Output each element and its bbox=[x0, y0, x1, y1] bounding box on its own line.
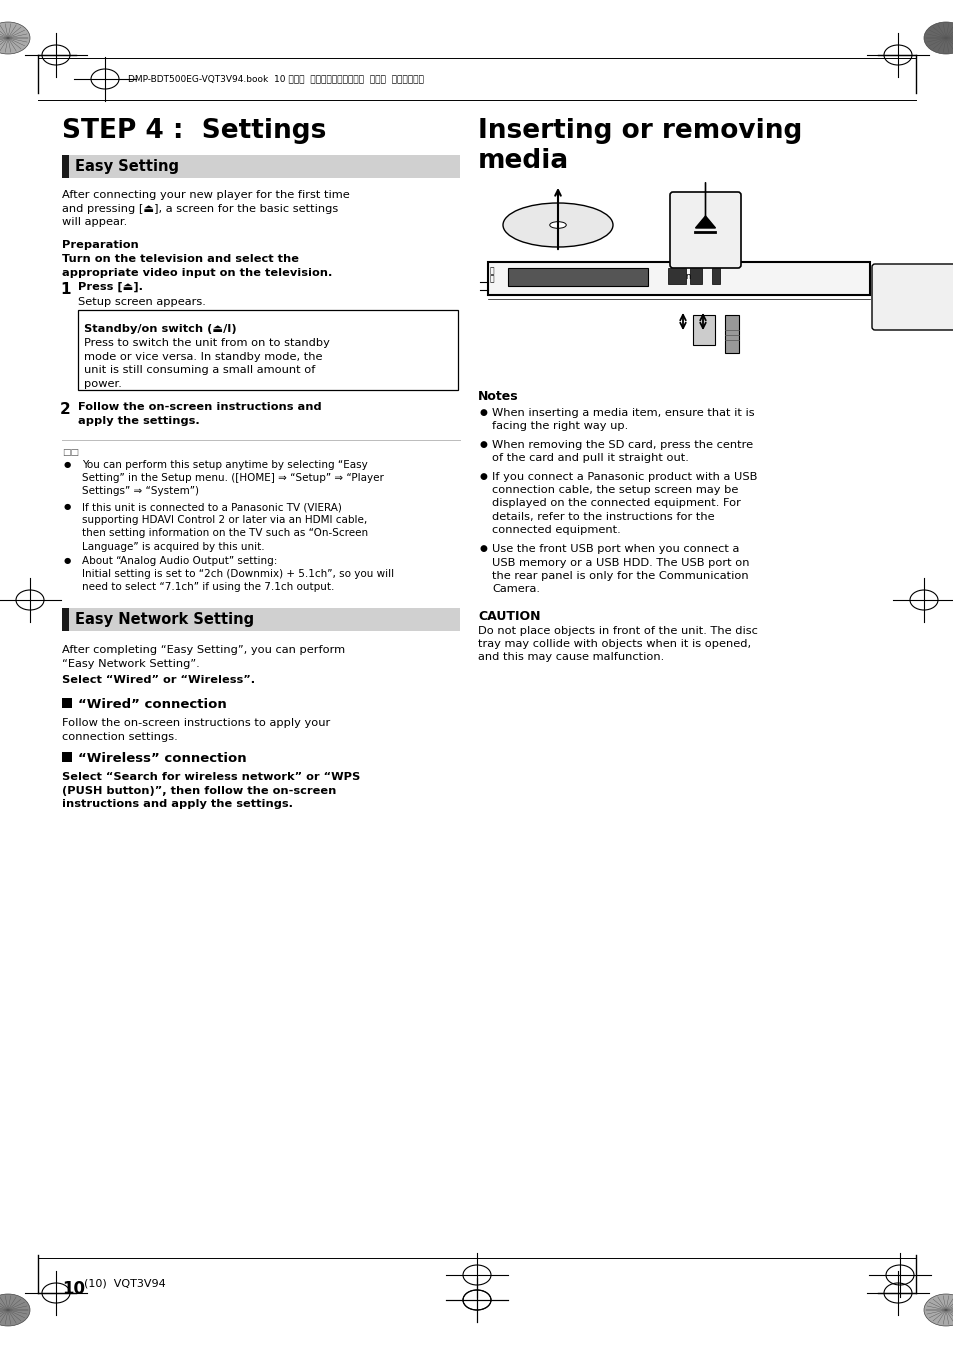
Bar bbox=[488, 262, 869, 295]
Text: If this unit is connected to a Panasonic TV (VIERA)
supporting HDAVI Control 2 o: If this unit is connected to a Panasonic… bbox=[82, 501, 368, 551]
Ellipse shape bbox=[923, 22, 953, 54]
Text: About “Analog Audio Output” setting:
Initial setting is set to “2ch (Downmix) + : About “Analog Audio Output” setting: Ini… bbox=[82, 555, 394, 592]
Text: Use the front USB port when you connect a
USB memory or a USB HDD. The USB port : Use the front USB port when you connect … bbox=[492, 545, 749, 594]
Bar bbox=[62, 698, 71, 708]
Text: Notes: Notes bbox=[477, 390, 518, 403]
Bar bbox=[507, 268, 647, 286]
Text: ●: ● bbox=[64, 460, 71, 469]
Text: When removing the SD card, press the centre
of the card and pull it straight out: When removing the SD card, press the cen… bbox=[492, 439, 752, 464]
Ellipse shape bbox=[0, 22, 30, 54]
Ellipse shape bbox=[502, 204, 613, 247]
Text: CAUTION: CAUTION bbox=[477, 609, 540, 623]
Text: Turn on the television and select the
appropriate video input on the television.: Turn on the television and select the ap… bbox=[62, 253, 332, 278]
Text: 1: 1 bbox=[60, 282, 71, 297]
FancyBboxPatch shape bbox=[871, 264, 953, 330]
Bar bbox=[724, 315, 739, 353]
Text: ィ: ィ bbox=[490, 274, 494, 283]
Text: テ: テ bbox=[490, 266, 494, 275]
Text: ●: ● bbox=[479, 545, 487, 554]
Text: ●: ● bbox=[64, 555, 71, 565]
Text: When inserting a media item, ensure that it is
facing the right way up.: When inserting a media item, ensure that… bbox=[492, 408, 754, 431]
Text: “Wireless” connection: “Wireless” connection bbox=[78, 752, 247, 766]
Text: Easy Setting: Easy Setting bbox=[75, 159, 179, 174]
Bar bbox=[667, 268, 685, 284]
Text: “Wired” connection: “Wired” connection bbox=[78, 698, 227, 710]
Text: You can perform this setup anytime by selecting “Easy
Setting” in the Setup menu: You can perform this setup anytime by se… bbox=[82, 460, 383, 496]
Text: ●: ● bbox=[479, 439, 487, 449]
Text: ●: ● bbox=[64, 501, 71, 511]
Ellipse shape bbox=[549, 221, 566, 228]
Text: If you connect a Panasonic product with a USB
connection cable, the setup screen: If you connect a Panasonic product with … bbox=[492, 472, 757, 535]
Bar bbox=[62, 608, 69, 631]
Text: Press to switch the unit from on to standby
mode or vice versa. In standby mode,: Press to switch the unit from on to stan… bbox=[84, 338, 330, 388]
Ellipse shape bbox=[0, 1294, 30, 1326]
Text: STEP 4 :  Settings: STEP 4 : Settings bbox=[62, 119, 326, 144]
Text: Follow the on-screen instructions and
apply the settings.: Follow the on-screen instructions and ap… bbox=[78, 402, 321, 426]
Bar bbox=[62, 155, 459, 178]
Text: Setup screen appears.: Setup screen appears. bbox=[78, 297, 206, 307]
Text: 10: 10 bbox=[62, 1281, 85, 1298]
Text: Preparation: Preparation bbox=[62, 240, 138, 249]
Polygon shape bbox=[695, 216, 715, 228]
Text: (10)  VQT3V94: (10) VQT3V94 bbox=[84, 1278, 166, 1287]
Text: Inserting or removing: Inserting or removing bbox=[477, 119, 801, 144]
Text: □□: □□ bbox=[62, 448, 79, 457]
Ellipse shape bbox=[923, 1294, 953, 1326]
Bar bbox=[62, 752, 71, 762]
Text: Easy Network Setting: Easy Network Setting bbox=[75, 612, 253, 627]
Bar bbox=[78, 310, 457, 390]
Text: 2: 2 bbox=[60, 402, 71, 417]
Text: Standby/on switch (⏏/I): Standby/on switch (⏏/I) bbox=[84, 324, 236, 334]
Text: ●: ● bbox=[479, 408, 487, 417]
Bar bbox=[62, 155, 69, 178]
FancyBboxPatch shape bbox=[669, 191, 740, 268]
Text: Select “Wired” or “Wireless”.: Select “Wired” or “Wireless”. bbox=[62, 675, 254, 685]
Bar bbox=[689, 268, 701, 284]
Bar bbox=[692, 315, 714, 345]
Text: Follow the on-screen instructions to apply your
connection settings.: Follow the on-screen instructions to app… bbox=[62, 718, 330, 741]
Text: Press [⏏].: Press [⏏]. bbox=[78, 282, 143, 293]
Text: ●: ● bbox=[479, 472, 487, 481]
Text: Do not place objects in front of the unit. The disc
tray may collide with object: Do not place objects in front of the uni… bbox=[477, 625, 757, 662]
Text: After connecting your new player for the first time
and pressing [⏏], a screen f: After connecting your new player for the… bbox=[62, 190, 350, 228]
Text: Select “Search for wireless network” or “WPS
(PUSH button)”, then follow the on-: Select “Search for wireless network” or … bbox=[62, 772, 360, 809]
Text: DMP-BDT500EG-VQT3V94.book  10 ページ  ２０１２年５月１４日  月曜日  午後４時８分: DMP-BDT500EG-VQT3V94.book 10 ページ ２０１２年５月… bbox=[128, 74, 423, 84]
Text: media: media bbox=[477, 148, 569, 174]
Text: After completing “Easy Setting”, you can perform
“Easy Network Setting”.: After completing “Easy Setting”, you can… bbox=[62, 644, 345, 669]
Bar bbox=[711, 268, 720, 284]
Text: n: n bbox=[684, 272, 690, 280]
Bar bbox=[62, 608, 459, 631]
